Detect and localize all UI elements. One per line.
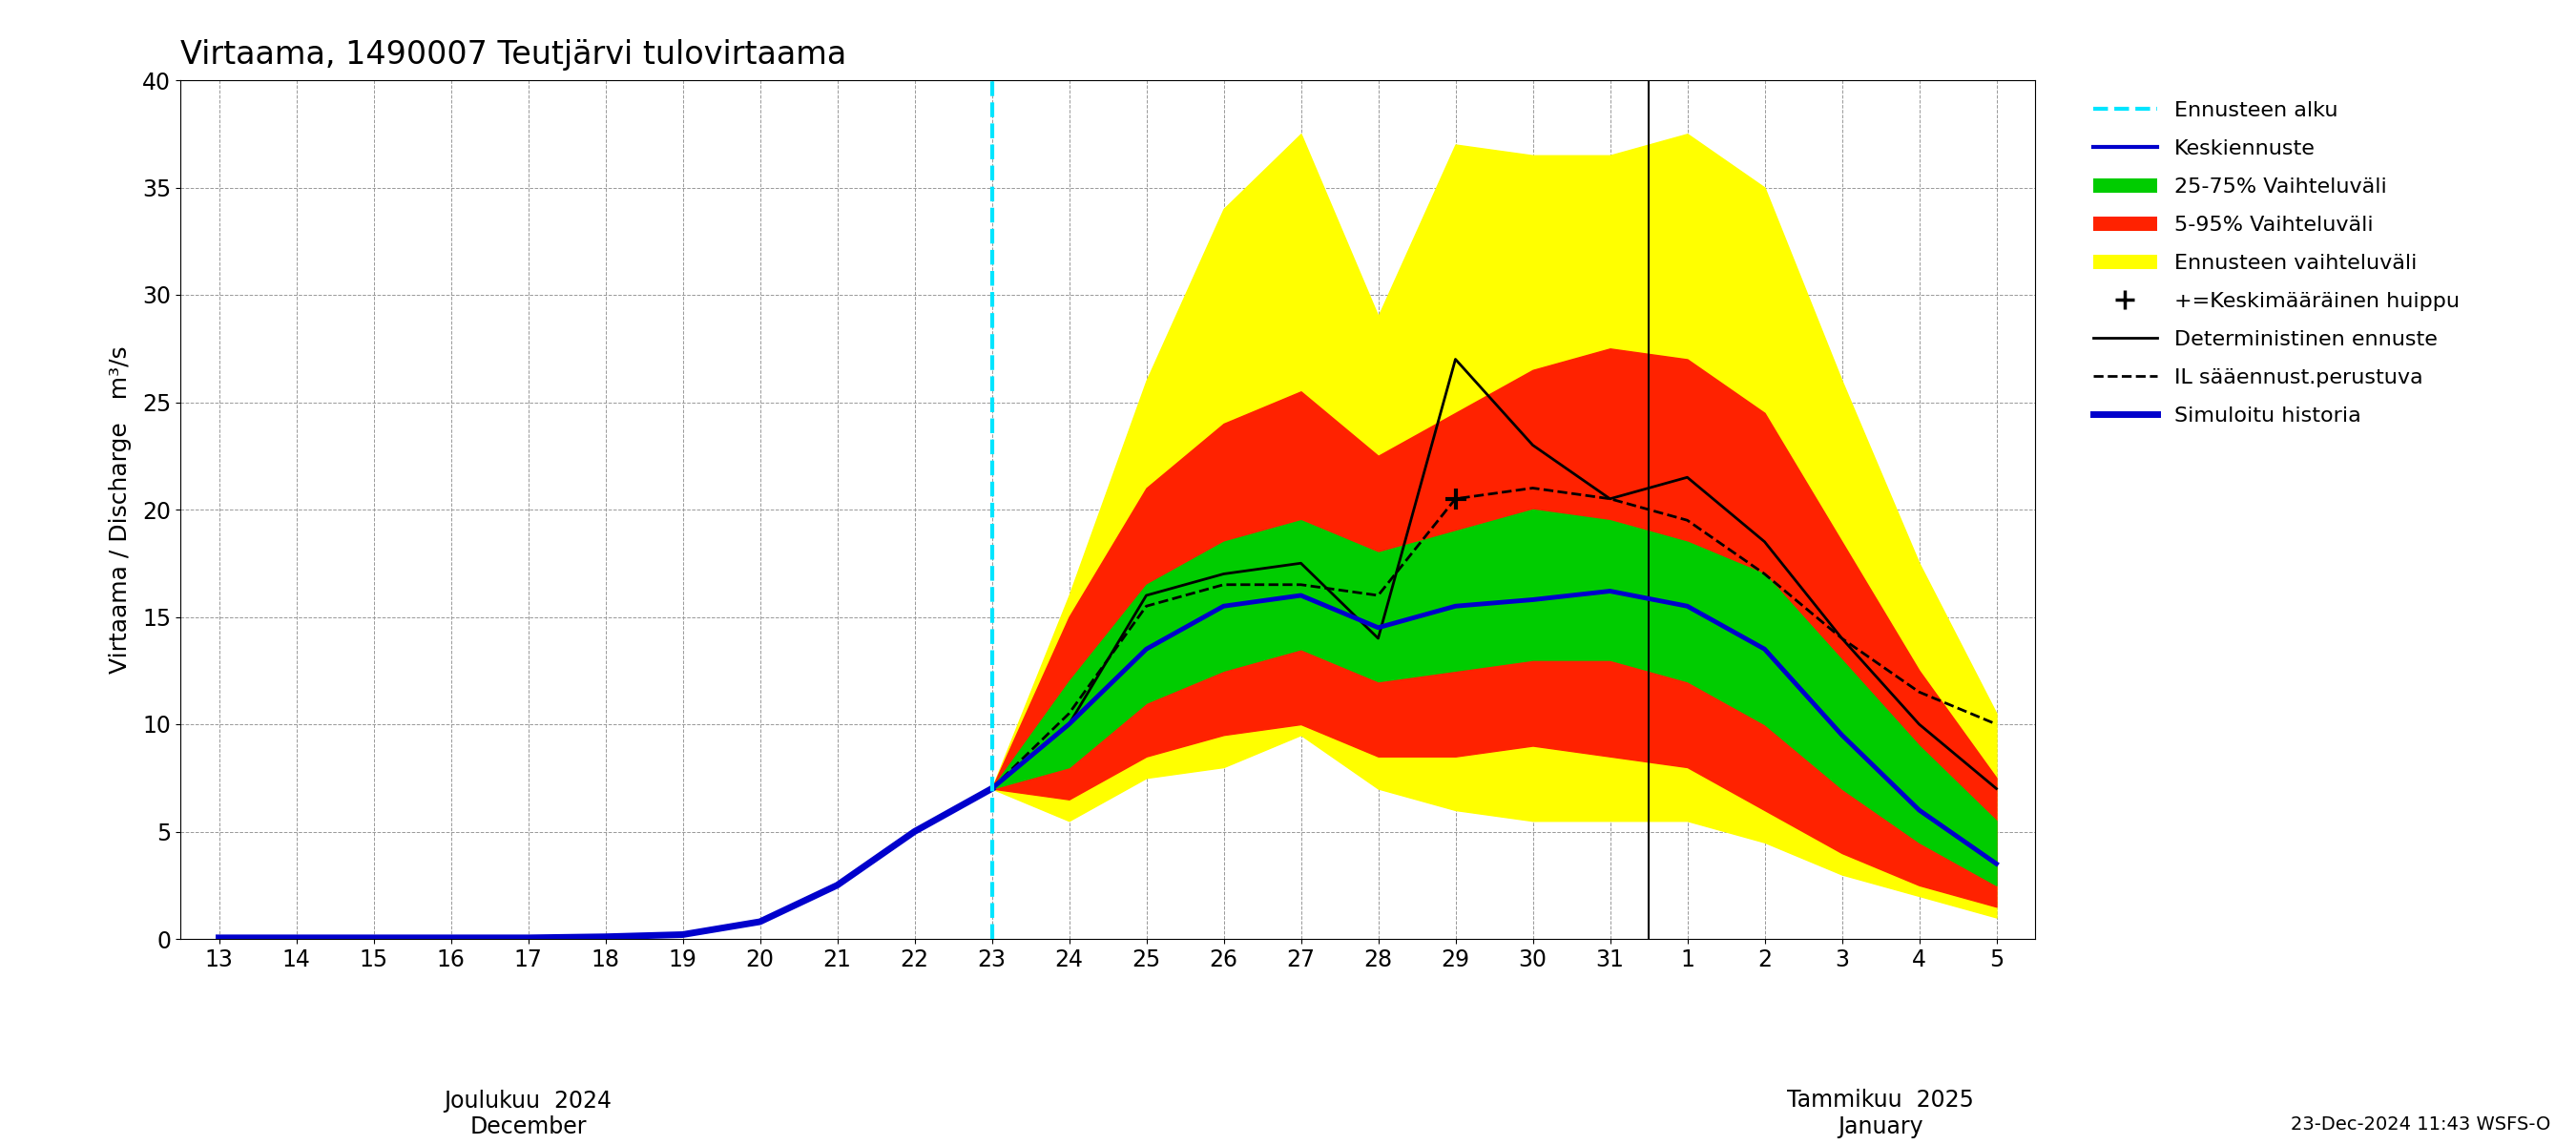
Text: Joulukuu  2024
December: Joulukuu 2024 December <box>443 1089 613 1138</box>
Y-axis label: Virtaama / Discharge   m³/s: Virtaama / Discharge m³/s <box>108 346 131 673</box>
Text: 23-Dec-2024 11:43 WSFS-O: 23-Dec-2024 11:43 WSFS-O <box>2290 1115 2550 1134</box>
Text: Tammikuu  2025
January: Tammikuu 2025 January <box>1788 1089 1973 1138</box>
Legend: Ennusteen alku, Keskiennuste, 25-75% Vaihteluväli, 5-95% Vaihteluväli, Ennusteen: Ennusteen alku, Keskiennuste, 25-75% Vai… <box>2084 90 2470 436</box>
Text: Virtaama, 1490007 Teutjärvi tulovirtaama: Virtaama, 1490007 Teutjärvi tulovirtaama <box>180 39 848 71</box>
